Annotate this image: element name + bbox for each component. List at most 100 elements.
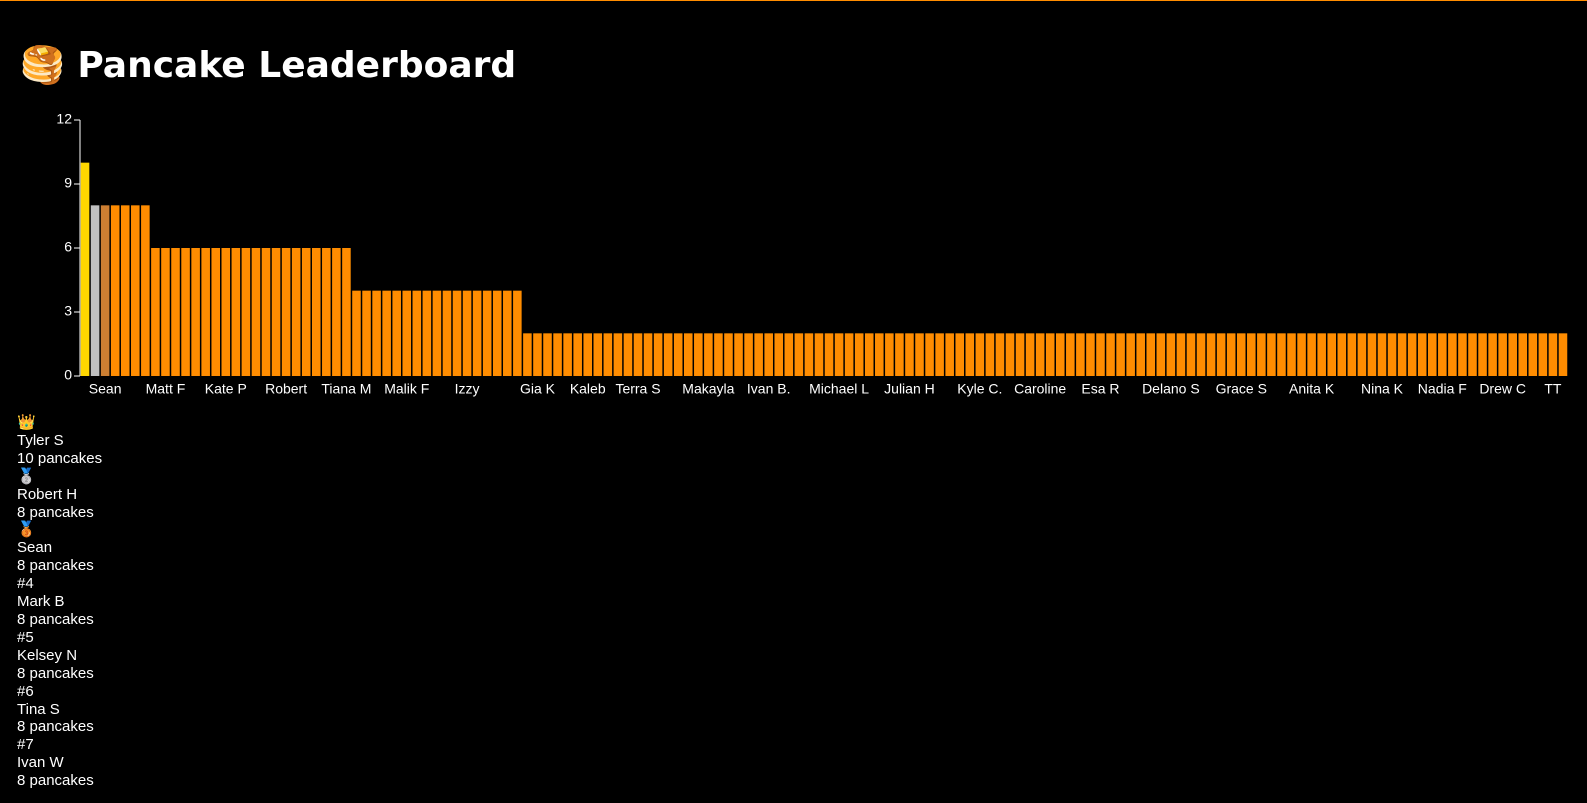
leader-score: 10 pancakes	[17, 449, 103, 467]
leader-rank: #6	[17, 682, 34, 700]
bar	[864, 333, 874, 376]
bar	[1387, 333, 1397, 376]
leader-rank: 👑	[17, 414, 36, 431]
bar	[834, 333, 844, 376]
bar	[513, 290, 522, 376]
bar	[352, 290, 361, 376]
bar	[734, 333, 743, 376]
bar	[784, 333, 794, 376]
bar	[915, 333, 924, 376]
bar	[613, 333, 623, 376]
bar	[1548, 333, 1558, 376]
x-tick-label: Gia K	[520, 381, 556, 397]
bar	[1438, 333, 1447, 376]
bar	[171, 248, 180, 376]
bar	[1166, 333, 1176, 376]
bar	[563, 333, 572, 376]
bar	[432, 290, 442, 376]
leader-name: Sean	[17, 539, 53, 557]
bar	[1367, 333, 1377, 376]
bar	[1347, 333, 1357, 376]
bar	[482, 290, 492, 376]
x-tick-label: Drew C	[1479, 381, 1526, 397]
x-tick-label: Delano S	[1142, 381, 1200, 397]
bar	[1448, 333, 1457, 376]
bar	[322, 248, 331, 376]
leader-score: 8 pancakes	[17, 503, 94, 521]
leader-name: Mark B	[17, 593, 65, 611]
bar	[1096, 333, 1105, 376]
x-tick-label: Anita K	[1289, 381, 1335, 397]
x-tick-label: TT	[1544, 381, 1562, 397]
bar	[553, 333, 562, 376]
bar	[603, 333, 613, 376]
top-border	[0, 0, 1587, 1]
bar	[1247, 333, 1256, 376]
bar	[372, 290, 381, 376]
bar	[995, 333, 1005, 376]
y-tick-label: 0	[64, 367, 72, 383]
x-tick-label: Sean	[89, 381, 122, 397]
bar	[452, 290, 462, 376]
bar	[1025, 333, 1035, 376]
bar	[271, 248, 281, 376]
bar	[704, 333, 713, 376]
x-tick-label: Michael L	[809, 381, 869, 397]
x-tick-label: Terra S	[615, 381, 660, 397]
bar	[1066, 333, 1075, 376]
bar	[151, 248, 160, 376]
bar	[1045, 333, 1055, 376]
bar	[402, 290, 412, 376]
bar	[131, 205, 140, 376]
bar	[573, 333, 582, 376]
bar	[804, 333, 814, 376]
bar	[201, 248, 210, 376]
x-tick-label: Nina K	[1361, 381, 1404, 397]
x-tick-label: Malik F	[384, 381, 429, 397]
bar	[1287, 333, 1296, 376]
leader-rank: 🥉	[17, 521, 36, 539]
bar	[1277, 333, 1286, 376]
bar	[1327, 333, 1337, 376]
leader-score: 8 pancakes	[17, 557, 94, 575]
bar	[1146, 333, 1156, 376]
bar	[653, 333, 663, 376]
leader-name: Tyler S	[17, 431, 64, 449]
bar	[1508, 333, 1517, 376]
bar	[80, 162, 90, 376]
x-tick-label: Kate P	[205, 381, 247, 397]
bar	[1297, 333, 1306, 376]
bar	[1176, 333, 1186, 376]
bar	[844, 333, 854, 376]
bar	[301, 248, 311, 376]
x-tick-label: Grace S	[1216, 381, 1267, 397]
bar	[422, 290, 432, 376]
x-tick-label: Izzy	[455, 381, 480, 397]
bar	[211, 248, 221, 376]
bar	[1468, 333, 1477, 376]
bar	[1035, 333, 1045, 376]
x-tick-label: Caroline	[1014, 381, 1066, 397]
bar	[1126, 333, 1135, 376]
bar	[362, 290, 371, 376]
bar	[1357, 333, 1367, 376]
bar	[643, 333, 653, 376]
x-tick-label: Kyle C.	[957, 381, 1002, 397]
leader-rank: #4	[17, 575, 34, 593]
bar	[623, 333, 633, 376]
bar	[472, 290, 482, 376]
y-tick-label: 12	[56, 111, 72, 127]
bar	[683, 333, 693, 376]
bar	[332, 248, 341, 376]
bar	[412, 290, 422, 376]
bar	[975, 333, 985, 376]
bar	[1236, 333, 1246, 376]
bar	[291, 248, 301, 376]
bar	[100, 205, 110, 376]
leader-score: 8 pancakes	[17, 772, 94, 790]
bar	[1458, 333, 1467, 376]
bar	[1417, 333, 1427, 376]
leader-name: Robert H	[17, 485, 78, 503]
bar	[462, 290, 472, 376]
bar	[754, 333, 763, 376]
